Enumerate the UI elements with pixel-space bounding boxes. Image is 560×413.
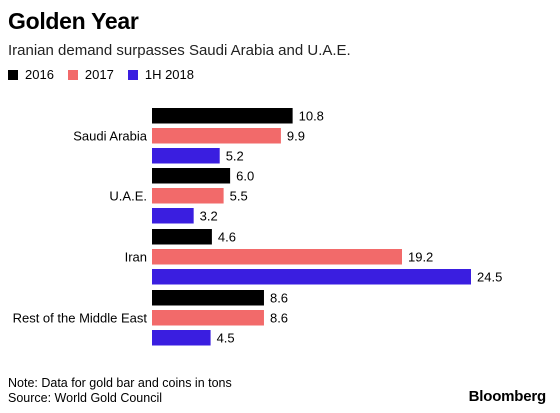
bar-iran-1h-2018 bbox=[152, 269, 471, 285]
bar-rest-of-the-middle-east-2016 bbox=[152, 290, 264, 306]
value-label-saudi-arabia-2017: 9.9 bbox=[287, 128, 305, 143]
value-label-rest-of-the-middle-east-2016: 8.6 bbox=[270, 290, 288, 305]
value-label-u-a-e-2016: 6.0 bbox=[236, 168, 254, 183]
legend-label-1h-2018: 1H 2018 bbox=[144, 67, 194, 82]
value-label-saudi-arabia-2016: 10.8 bbox=[299, 108, 324, 123]
legend-swatch-1h-2018 bbox=[127, 69, 138, 80]
bar-rest-of-the-middle-east-1h-2018 bbox=[152, 330, 211, 346]
value-label-rest-of-the-middle-east-1h-2018: 4.5 bbox=[217, 330, 235, 345]
legend-label-2016: 2016 bbox=[25, 67, 54, 82]
bar-u-a-e-2017 bbox=[152, 188, 224, 204]
bar-u-a-e-1h-2018 bbox=[152, 208, 194, 224]
legend-item-1h-2018: 1H 2018 bbox=[127, 67, 194, 82]
bloomberg-logo: Bloomberg bbox=[468, 388, 547, 405]
source-text: Source: World Gold Council bbox=[8, 391, 163, 405]
category-label-saudi-arabia: Saudi Arabia bbox=[73, 128, 147, 143]
category-label-u-a-e: U.A.E. bbox=[109, 188, 147, 203]
bar-saudi-arabia-2017 bbox=[152, 128, 281, 144]
legend: 2016 2017 1H 2018 bbox=[8, 67, 208, 82]
chart-title: Golden Year bbox=[8, 8, 139, 34]
chart-footnote: Note: Data for gold bar and coins in ton… bbox=[8, 376, 232, 406]
value-label-rest-of-the-middle-east-2017: 8.6 bbox=[270, 310, 288, 325]
category-label-iran: Iran bbox=[125, 249, 147, 264]
value-label-iran-1h-2018: 24.5 bbox=[477, 269, 502, 284]
value-label-iran-2016: 4.6 bbox=[218, 229, 236, 244]
value-label-u-a-e-1h-2018: 3.2 bbox=[200, 208, 218, 223]
value-label-saudi-arabia-1h-2018: 5.2 bbox=[226, 148, 244, 163]
legend-item-2017: 2017 bbox=[67, 67, 114, 82]
value-label-iran-2017: 19.2 bbox=[408, 249, 433, 264]
category-label-rest-of-the-middle-east: Rest of the Middle East bbox=[13, 310, 148, 325]
bar-iran-2017 bbox=[152, 249, 402, 265]
bar-iran-2016 bbox=[152, 229, 212, 245]
chart-subtitle: Iranian demand surpasses Saudi Arabia an… bbox=[8, 42, 351, 59]
bar-saudi-arabia-1h-2018 bbox=[152, 148, 220, 164]
legend-swatch-2016 bbox=[8, 69, 18, 80]
note-text: Note: Data for gold bar and coins in ton… bbox=[8, 376, 232, 390]
legend-label-2017: 2017 bbox=[84, 67, 114, 82]
bar-rest-of-the-middle-east-2017 bbox=[152, 310, 264, 326]
bar-saudi-arabia-2016 bbox=[152, 108, 293, 124]
value-label-u-a-e-2017: 5.5 bbox=[230, 188, 248, 203]
legend-item-2016: 2016 bbox=[8, 67, 54, 82]
legend-swatch-2017 bbox=[67, 69, 78, 80]
bar-u-a-e-2016 bbox=[152, 168, 231, 184]
